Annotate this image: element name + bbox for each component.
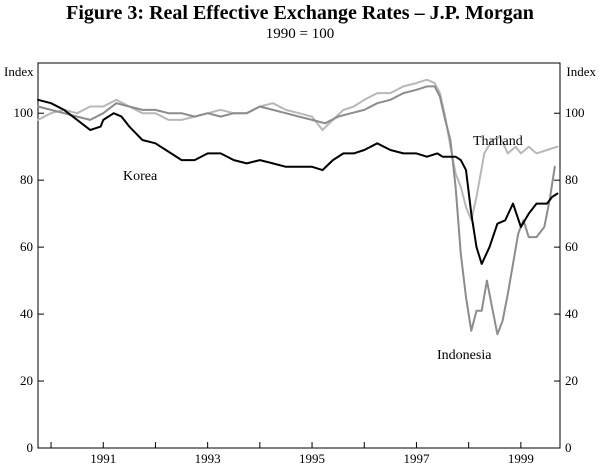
x-tick-label: 1993 [195, 451, 221, 465]
y-tick-label-left: 100 [14, 105, 34, 120]
series-line-thailand [37, 78, 559, 222]
y-axis-title-right: Index [566, 64, 596, 79]
series-line-korea [37, 98, 559, 265]
series-label-indonesia: Indonesia [437, 348, 492, 363]
x-tick-label: 1999 [508, 451, 534, 465]
chart-subtitle: 1990 = 100 [266, 26, 334, 42]
y-tick-label-right: 80 [565, 172, 578, 187]
y-tick-label-right: 60 [565, 239, 578, 254]
y-axis-title-left: Index [4, 64, 34, 79]
y-tick-label-right: 100 [565, 105, 585, 120]
series-line-indonesia [37, 85, 556, 336]
y-tick-label-left: 0 [27, 440, 34, 455]
x-tick-label: 1991 [90, 451, 116, 465]
y-tick-label-right: 0 [565, 440, 572, 455]
y-tick-label-left: 80 [20, 172, 33, 187]
plot-frame [37, 62, 561, 449]
y-tick-label-right: 20 [565, 373, 578, 388]
y-tick-label-left: 20 [20, 373, 33, 388]
y-tick-label-right: 40 [565, 306, 578, 321]
x-tick-label: 1997 [403, 451, 430, 465]
chart-title: Figure 3: Real Effective Exchange Rates … [66, 2, 534, 24]
y-tick-label-left: 40 [20, 306, 33, 321]
series-label-thailand: Thailand [473, 134, 523, 149]
series-label-korea: Korea [123, 169, 158, 184]
y-tick-label-left: 60 [20, 239, 33, 254]
x-tick-label: 1995 [299, 451, 325, 465]
